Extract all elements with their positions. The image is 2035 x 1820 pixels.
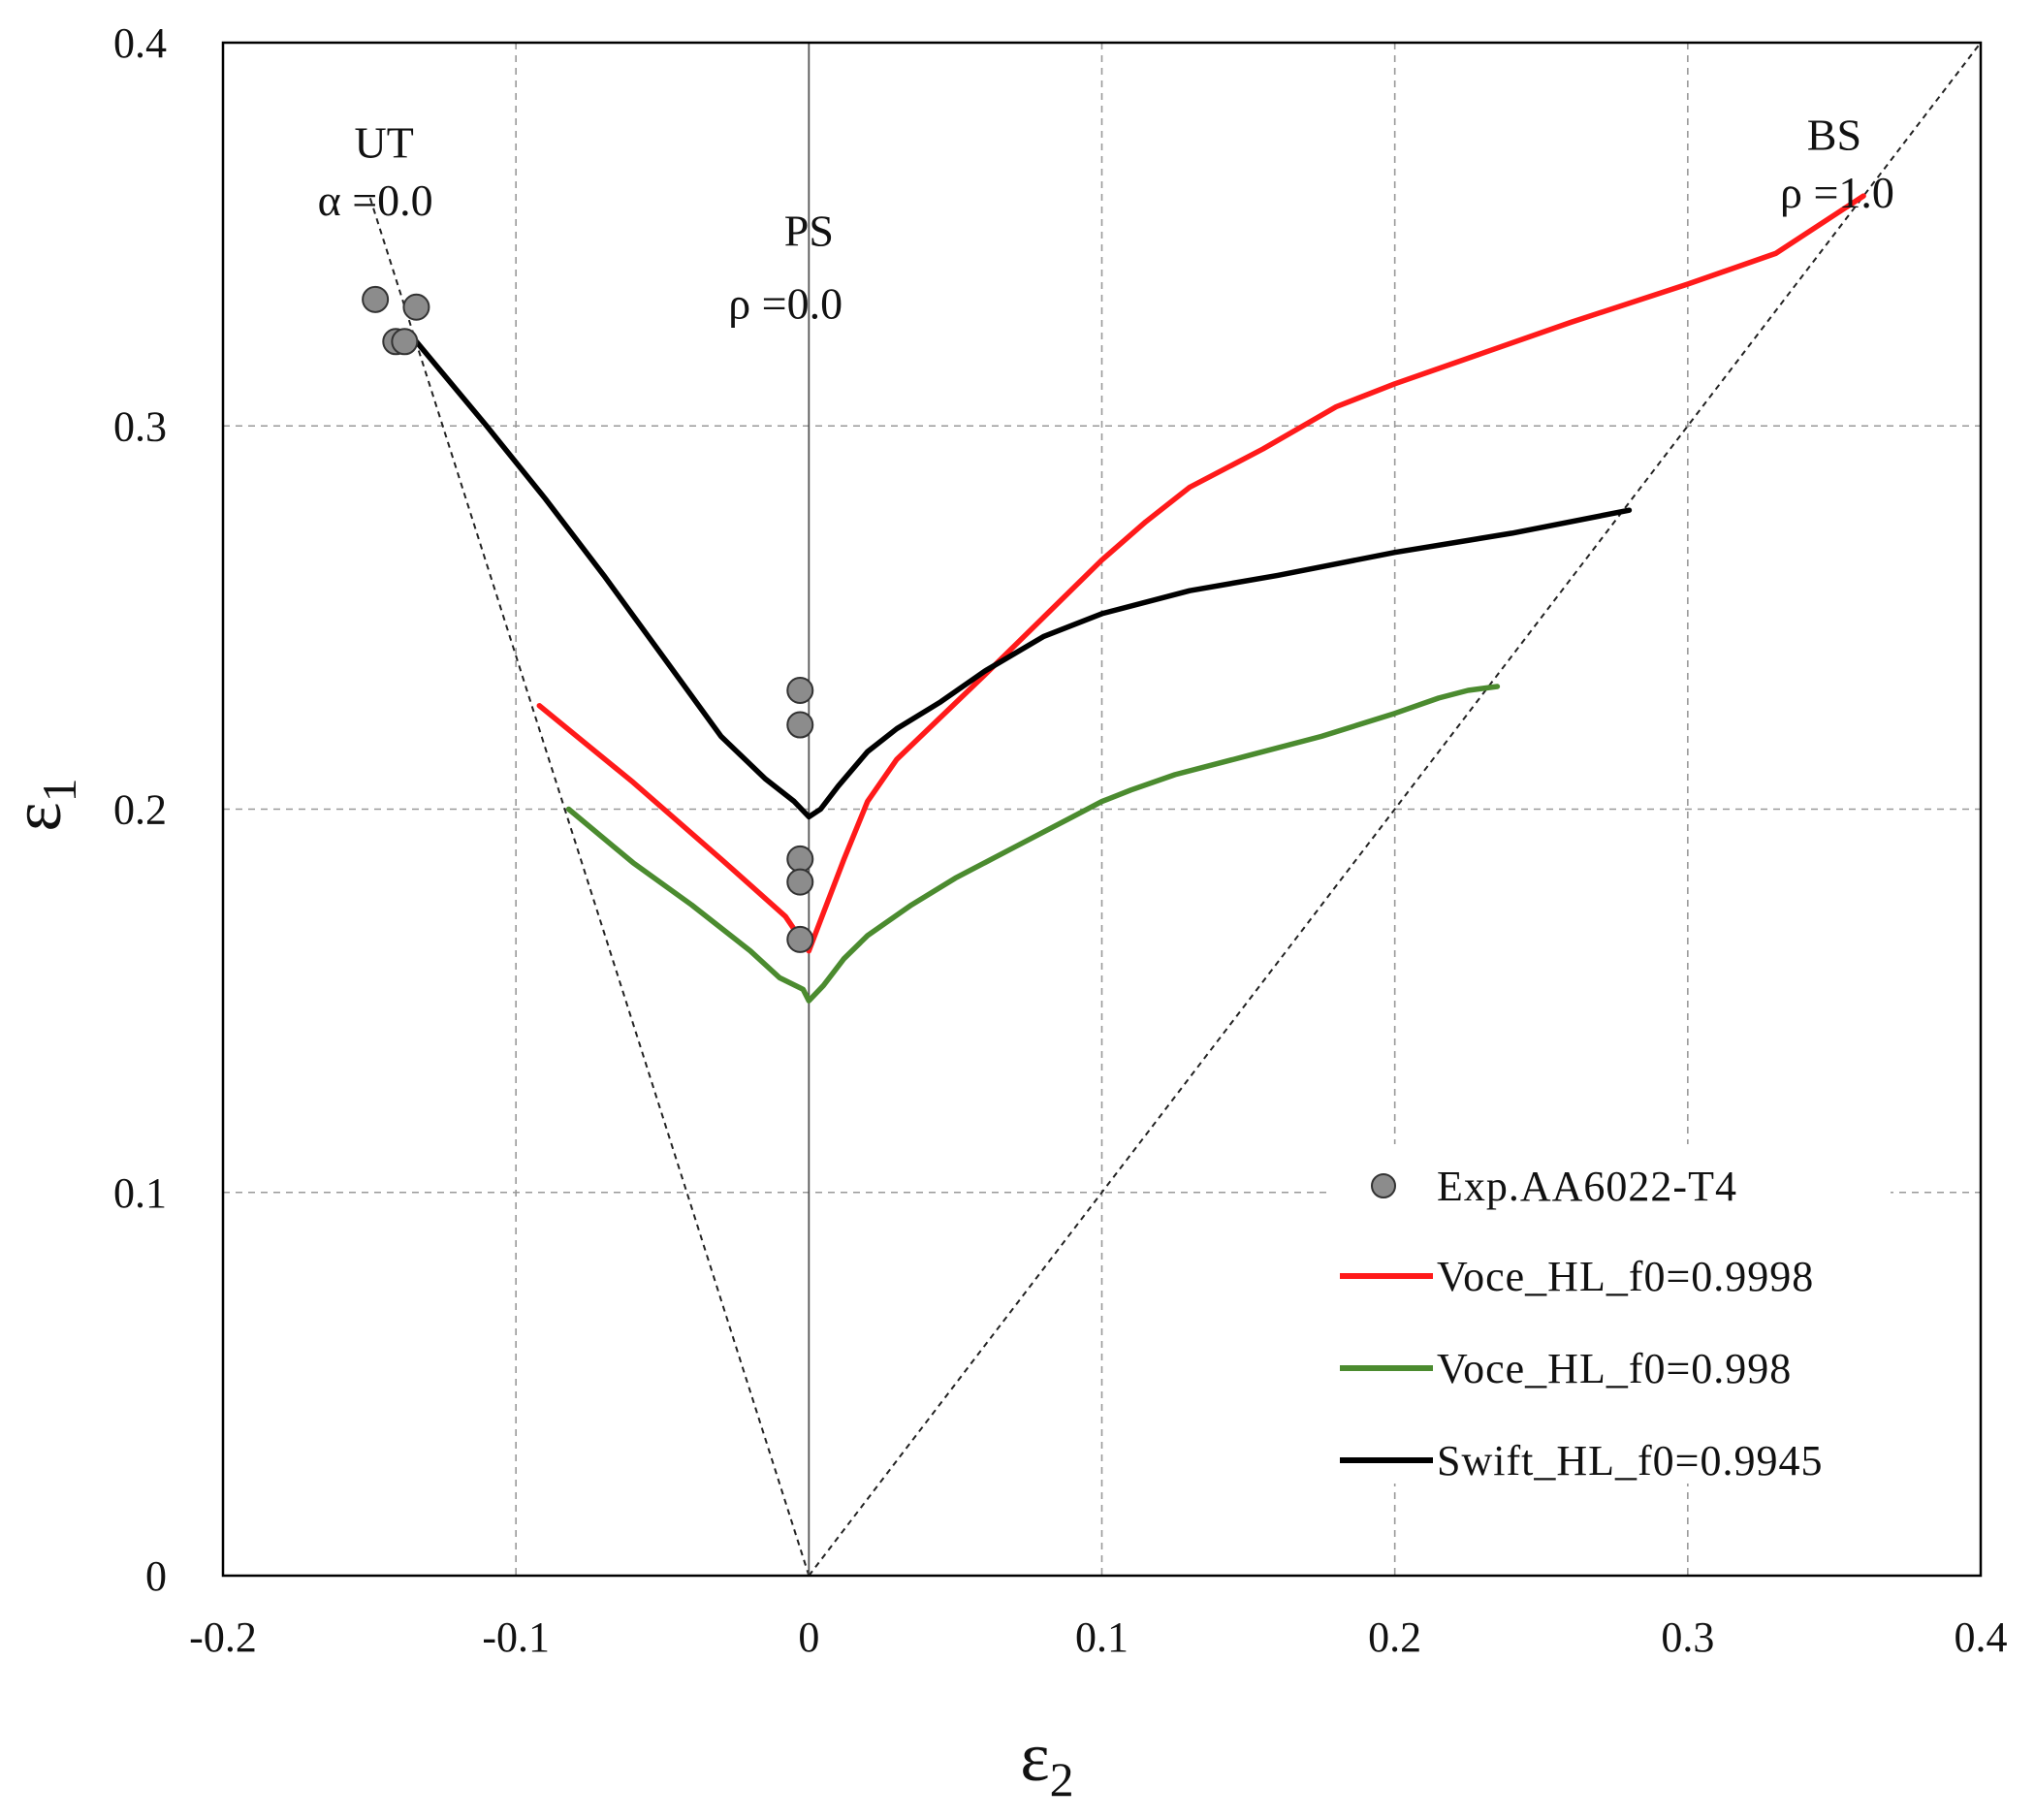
legend-label-swift-9945: Swift_HL_f0=0.9945 xyxy=(1437,1437,1823,1485)
biaxial-stretch-path xyxy=(808,42,1982,1577)
legend-label-exp: Exp.AA6022-T4 xyxy=(1437,1163,1737,1210)
legend-label-voce-998: Voce_HL_f0=0.998 xyxy=(1437,1345,1792,1392)
plot-frame xyxy=(221,41,1983,1578)
annotation-ps-name: PS xyxy=(784,206,834,255)
exp-data-point xyxy=(402,293,430,321)
legend-label-voce-9998: Voce_HL_f0=0.9998 xyxy=(1437,1253,1814,1300)
y-axis-title-sub: 1 xyxy=(32,778,86,802)
annotations: UT α =0.0 PS ρ =0.0 BS ρ =1.0 xyxy=(318,111,1894,329)
annotation-ps-rho: ρ =0.0 xyxy=(728,279,843,329)
x-tick-label: 0 xyxy=(798,1613,819,1661)
x-tick-label: -0.1 xyxy=(482,1613,550,1661)
y-axis-title-main: ε xyxy=(0,802,76,831)
legend: Exp.AA6022-T4 Voce_HL_f0=0.9998 Voce_HL_… xyxy=(1330,1144,1891,1485)
y-tick-label: 0.2 xyxy=(113,786,167,834)
x-tick-label: 0.2 xyxy=(1368,1613,1421,1661)
tick-labels: -0.2 -0.1 0 0.1 0.2 0.3 0.4 0 0.1 0.2 0.3 0.4 xyxy=(113,19,2008,1661)
reference-lines xyxy=(368,42,1982,1577)
y-tick-label: 0.4 xyxy=(113,19,167,67)
experimental-points xyxy=(362,285,814,953)
x-axis-title-main: ε xyxy=(1020,1718,1049,1796)
annotation-bs-rho: ρ =1.0 xyxy=(1780,168,1894,217)
x-tick-label: -0.2 xyxy=(189,1613,257,1661)
uniaxial-tension-path xyxy=(368,195,811,1577)
exp-data-point xyxy=(786,676,814,704)
y-tick-label: 0.1 xyxy=(113,1169,167,1217)
exp-data-point xyxy=(786,845,814,873)
exp-data-point xyxy=(362,285,390,313)
series-line-1 xyxy=(565,684,1501,1004)
legend-background xyxy=(1330,1144,1891,1484)
exp-data-point xyxy=(786,925,814,953)
y-tick-label: 0.3 xyxy=(113,402,167,450)
x-tick-label: 0.1 xyxy=(1075,1613,1129,1661)
x-tick-label: 0.3 xyxy=(1661,1613,1714,1661)
exp-data-point xyxy=(786,868,814,896)
series-line-2 xyxy=(413,338,1633,820)
exp-data-point xyxy=(786,711,814,739)
exp-data-point xyxy=(391,328,419,356)
annotation-ut-alpha: α =0.0 xyxy=(318,176,433,225)
y-tick-label: 0 xyxy=(145,1552,167,1600)
annotation-bs-name: BS xyxy=(1807,111,1861,160)
x-axis-title: ε2 xyxy=(1020,1718,1073,1806)
x-tick-label: 0.4 xyxy=(1955,1613,2008,1661)
y-axis-title: ε1 xyxy=(0,778,86,831)
legend-marker-exp xyxy=(1371,1173,1396,1198)
annotation-ut-name: UT xyxy=(355,118,414,168)
x-axis-title-sub: 2 xyxy=(1050,1752,1074,1806)
